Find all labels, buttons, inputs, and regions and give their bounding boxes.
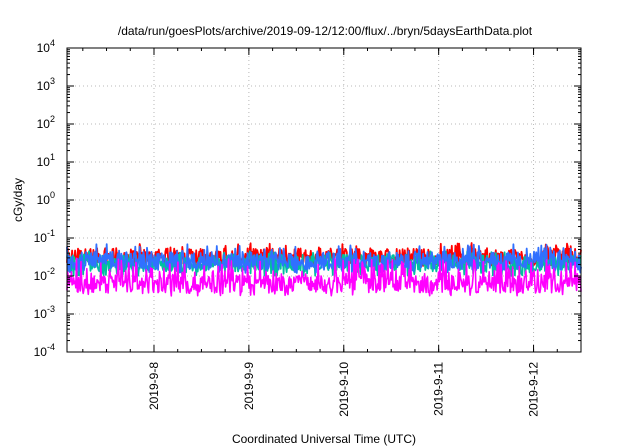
y-tick-label: 10-2 — [34, 266, 55, 283]
y-tick-label: 10-3 — [34, 304, 55, 321]
x-tick-label: 2019-9-11 — [432, 362, 446, 416]
grid-lines — [67, 47, 581, 353]
y-tick-label: 100 — [37, 190, 55, 207]
x-tick-label: 2019-9-10 — [337, 362, 351, 417]
y-tick-label: 101 — [37, 152, 55, 169]
y-axis-ticks: 10-4 10-3 10-2 10-1 100 101 102 103 104 — [34, 38, 581, 359]
x-axis-ticks: 2019-9-8 2019-9-9 2019-9-10 2019-9-11 2019-9… — [82, 48, 582, 417]
y-axis-label: cGy/day — [11, 178, 25, 222]
chart-title: /data/run/goesPlots/archive/2019-09-12/1… — [118, 24, 533, 38]
data-series — [66, 242, 582, 297]
y-tick-label: 10-4 — [34, 342, 55, 359]
data-series-line — [66, 243, 582, 274]
y-tick-label: 103 — [37, 76, 55, 93]
x-tick-label: 2019-9-9 — [242, 362, 256, 410]
y-tick-label: 102 — [37, 114, 55, 131]
data-series-line — [66, 257, 582, 297]
y-tick-label: 104 — [37, 38, 55, 55]
x-axis-label: Coordinated Universal Time (UTC) — [232, 432, 416, 446]
y-tick-label: 10-1 — [34, 228, 55, 245]
x-tick-label: 2019-9-8 — [147, 362, 161, 410]
x-tick-label: 2019-9-12 — [527, 362, 541, 417]
